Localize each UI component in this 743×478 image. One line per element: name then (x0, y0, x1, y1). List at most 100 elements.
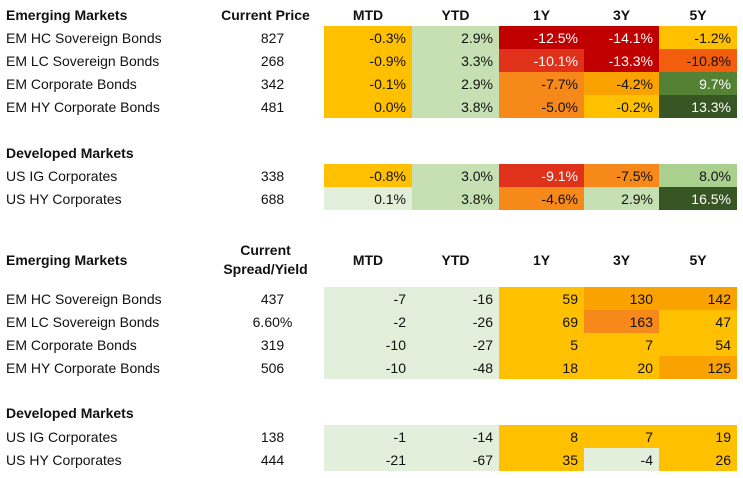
current-value: 437 (260, 290, 285, 307)
column-header-line: Current (240, 242, 291, 258)
value-cell-5y: 19 (659, 425, 737, 448)
value-cell-1y: -12.5% (499, 26, 584, 49)
value-cell-3y: 20 (584, 356, 659, 379)
column-header: 5Y (689, 6, 707, 23)
value-cell-ytd: -48 (412, 356, 499, 379)
value-cell-1y: -10.1% (499, 49, 584, 72)
section-header: Developed Markets (0, 401, 743, 424)
value-cell-ytd: 2.9% (412, 72, 499, 95)
table-row: US IG Corporates 138 -1 -14 8 7 19 (0, 425, 743, 448)
value-cell-ytd: 2.9% (412, 26, 499, 49)
value-cell-3y: 130 (584, 287, 659, 310)
value-cell-ytd: -16 (412, 287, 499, 310)
current-value: 688 (260, 190, 285, 207)
value-cell-3y: -7.5% (584, 164, 659, 187)
column-header-line: Spread/Yield (223, 261, 308, 277)
column-header: 5Y (689, 252, 707, 268)
value-cell-5y: 142 (659, 287, 737, 310)
current-value: 338 (260, 167, 285, 184)
column-header: MTD (352, 6, 384, 23)
table-row: US HY Corporates 688 0.1% 3.8% -4.6% 2.9% 16.5… (0, 187, 743, 210)
value-cell-1y: -4.6% (499, 187, 584, 210)
value-cell-mtd: -2 (324, 310, 412, 333)
value-cell-ytd: 3.0% (412, 164, 499, 187)
asset-name: EM HY Corporate Bonds (6, 98, 160, 115)
column-header: Current Price (221, 6, 310, 23)
value-cell-5y: 125 (659, 356, 737, 379)
value-cell-ytd: 3.3% (412, 49, 499, 72)
value-cell-5y: 13.3% (659, 95, 737, 118)
value-cell-mtd: -0.1% (324, 72, 412, 95)
value-cell-3y: -4.2% (584, 72, 659, 95)
current-value: 342 (260, 75, 285, 92)
value-cell-mtd: 0.1% (324, 187, 412, 210)
table-row: US IG Corporates 338 -0.8% 3.0% -9.1% -7.5% 8.… (0, 164, 743, 187)
value-cell-3y: 7 (584, 333, 659, 356)
value-cell-5y: 8.0% (659, 164, 737, 187)
current-value: 444 (260, 451, 285, 468)
value-cell-ytd: 3.8% (412, 187, 499, 210)
column-header: 1Y (532, 252, 551, 268)
value-cell-5y: -10.8% (659, 49, 737, 72)
value-cell-1y: 5 (499, 333, 584, 356)
current-value: 138 (260, 428, 285, 445)
table-row: EM Corporate Bonds 319 -10 -27 5 7 54 (0, 333, 743, 356)
value-cell-1y: -9.1% (499, 164, 584, 187)
current-value: 319 (260, 336, 285, 353)
value-cell-ytd: -26 (412, 310, 499, 333)
asset-name: EM HY Corporate Bonds (6, 359, 160, 376)
asset-name: EM LC Sovereign Bonds (6, 313, 160, 330)
column-header: 3Y (612, 6, 631, 23)
value-cell-1y: -7.7% (499, 72, 584, 95)
value-cell-mtd: -10 (324, 356, 412, 379)
column-header: MTD (352, 252, 384, 268)
value-cell-mtd: -0.3% (324, 26, 412, 49)
value-cell-mtd: -7 (324, 287, 412, 310)
current-value: 506 (260, 359, 285, 376)
value-cell-5y: 47 (659, 310, 737, 333)
asset-name: US IG Corporates (6, 428, 118, 445)
current-value: 6.60% (252, 313, 293, 330)
section-title: Emerging Markets (6, 252, 128, 268)
value-cell-5y: 16.5% (659, 187, 737, 210)
value-cell-3y: -13.3% (584, 49, 659, 72)
value-cell-1y: -5.0% (499, 95, 584, 118)
value-cell-3y: 163 (584, 310, 659, 333)
value-cell-mtd: -0.9% (324, 49, 412, 72)
value-cell-5y: 26 (659, 448, 737, 471)
column-header: 1Y (532, 6, 551, 23)
table-row: EM LC Sovereign Bonds 268 -0.9% 3.3% -10.1% -… (0, 49, 743, 72)
asset-name: US HY Corporates (6, 451, 122, 468)
table-row: US HY Corporates 444 -21 -67 35 -4 26 (0, 448, 743, 471)
value-cell-mtd: -10 (324, 333, 412, 356)
asset-name: EM Corporate Bonds (6, 75, 137, 92)
section-header: Emerging Markets Current Price MTD YTD 1Y 3Y 5… (0, 3, 743, 26)
asset-name: EM HC Sovereign Bonds (6, 29, 162, 46)
value-cell-ytd: -27 (412, 333, 499, 356)
value-cell-3y: -4 (584, 448, 659, 471)
column-header: YTD (441, 252, 470, 268)
value-cell-5y: 54 (659, 333, 737, 356)
value-cell-mtd: -21 (324, 448, 412, 471)
table-row: EM HY Corporate Bonds 506 -10 -48 18 20 125 (0, 356, 743, 379)
current-value: 481 (260, 98, 285, 115)
column-header-current-spread: Current Spread/Yield (207, 238, 324, 282)
section-title: Developed Markets (6, 144, 134, 161)
asset-name: EM LC Sovereign Bonds (6, 52, 160, 69)
section-title: Emerging Markets (6, 6, 128, 23)
asset-name: EM HC Sovereign Bonds (6, 290, 162, 307)
section-header: Developed Markets (0, 141, 743, 164)
value-cell-1y: 69 (499, 310, 584, 333)
table-row: EM Corporate Bonds 342 -0.1% 2.9% -7.7% -4.2%… (0, 72, 743, 95)
column-header: YTD (441, 6, 470, 23)
value-cell-ytd: -14 (412, 425, 499, 448)
asset-name: US HY Corporates (6, 190, 122, 207)
value-cell-3y: 7 (584, 425, 659, 448)
value-cell-1y: 35 (499, 448, 584, 471)
table-row: EM HC Sovereign Bonds 437 -7 -16 59 130 142 (0, 287, 743, 310)
current-value: 827 (260, 29, 285, 46)
section-header: Emerging Markets Current Spread/Yield MTD YT… (0, 238, 743, 282)
value-cell-mtd: -0.8% (324, 164, 412, 187)
value-cell-ytd: 3.8% (412, 95, 499, 118)
asset-name: US IG Corporates (6, 167, 118, 184)
